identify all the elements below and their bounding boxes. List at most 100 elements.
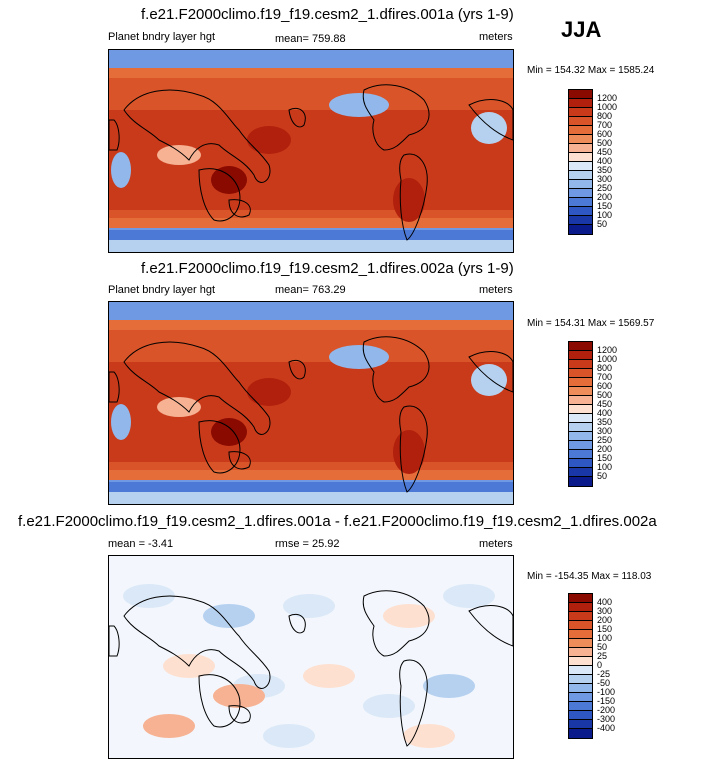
panel-3-minmax: Min = -154.35 Max = 118.03	[527, 571, 652, 582]
colorbar-box	[569, 621, 592, 630]
panel-1-mean-label: mean= 759.88	[275, 33, 346, 45]
colorbar-tick-label: 350	[597, 417, 613, 427]
colorbar-tick-label: 800	[597, 363, 613, 373]
colorbar-tick-label: 450	[597, 147, 613, 157]
colorbar-box	[569, 720, 592, 729]
colorbar-tick-label: 200	[597, 444, 613, 454]
colorbar-tick-label: 0	[597, 660, 603, 670]
panel-1-map	[108, 49, 514, 253]
colorbar-tick-label: 800	[597, 111, 613, 121]
colorbar-tick-label: 300	[597, 606, 613, 616]
panel-3-mean-label: mean = -3.41	[108, 538, 174, 550]
colorbar-tick-label: 150	[597, 201, 613, 211]
colorbar-box	[569, 108, 592, 117]
colorbar-box	[569, 90, 592, 99]
colorbar-box	[569, 594, 592, 603]
colorbar-box	[569, 414, 592, 423]
colorbar-box	[569, 153, 592, 162]
colorbar-tick-label: -300	[597, 714, 616, 724]
colorbar-box	[569, 216, 592, 225]
colorbar-tick-label: 350	[597, 165, 613, 175]
colorbar-box	[569, 711, 592, 720]
colorbar-box	[569, 207, 592, 216]
panel-2-units-label: meters	[479, 284, 513, 296]
colorbar-box	[569, 189, 592, 198]
colorbar-tick-label: 250	[597, 183, 613, 193]
colorbar-box	[569, 180, 592, 189]
panel-3-title: f.e21.F2000climo.f19_f19.cesm2_1.dfires.…	[18, 513, 657, 530]
colorbar-tick-label: 100	[597, 462, 613, 472]
colorbar-tick-label: 600	[597, 129, 613, 139]
colorbar-box	[569, 612, 592, 621]
colorbar-box	[569, 639, 592, 648]
colorbar-box	[569, 477, 592, 486]
panel-2-minmax: Min = 154.31 Max = 1569.57	[527, 318, 655, 329]
colorbar-box	[569, 162, 592, 171]
season-label: JJA	[561, 17, 602, 42]
colorbar-box	[569, 675, 592, 684]
colorbar-tick-label: 600	[597, 381, 613, 391]
colorbar-tick-label: 1200	[597, 93, 618, 103]
colorbar-tick-label: 400	[597, 597, 613, 607]
colorbar-box	[569, 405, 592, 414]
panel-2-variable-label: Planet bndry layer hgt	[108, 284, 216, 296]
colorbar-box	[569, 351, 592, 360]
panel-1-colorbar	[568, 89, 593, 235]
colorbar-tick-label: 50	[597, 219, 608, 229]
colorbar-box	[569, 468, 592, 477]
colorbar-box	[569, 171, 592, 180]
colorbar-box	[569, 369, 592, 378]
colorbar-box	[569, 648, 592, 657]
colorbar-tick-label: 500	[597, 390, 613, 400]
colorbar-box	[569, 441, 592, 450]
colorbar-box	[569, 684, 592, 693]
colorbar-box	[569, 135, 592, 144]
colorbar-tick-label: 250	[597, 435, 613, 445]
colorbar-tick-label: -50	[597, 678, 611, 688]
colorbar-tick-label: -200	[597, 705, 616, 715]
colorbar-tick-label: 700	[597, 372, 613, 382]
panel-2-colorbar	[568, 341, 593, 487]
colorbar-box	[569, 693, 592, 702]
colorbar-tick-label: -150	[597, 696, 616, 706]
colorbar-box	[569, 126, 592, 135]
colorbar-box	[569, 459, 592, 468]
colorbar-tick-label: -400	[597, 723, 616, 733]
colorbar-box	[569, 630, 592, 639]
panel-1-title: f.e21.F2000climo.f19_f19.cesm2_1.dfires.…	[141, 6, 514, 23]
colorbar-tick-label: 200	[597, 615, 613, 625]
colorbar-box	[569, 225, 592, 234]
colorbar-tick-label: 150	[597, 624, 613, 634]
colorbar-tick-label: 1000	[597, 354, 618, 364]
colorbar-box	[569, 99, 592, 108]
colorbar-tick-label: -100	[597, 687, 616, 697]
panel-2-map	[108, 301, 514, 505]
colorbar-tick-label: 200	[597, 192, 613, 202]
colorbar-box	[569, 144, 592, 153]
panel-3-map	[108, 555, 514, 759]
colorbar-box	[569, 657, 592, 666]
panel-1-minmax: Min = 154.32 Max = 1585.24	[527, 65, 655, 76]
colorbar-tick-label: 300	[597, 426, 613, 436]
colorbar-box	[569, 117, 592, 126]
colorbar-tick-label: 25	[597, 651, 608, 661]
panel-1-units-label: meters	[479, 31, 513, 43]
colorbar-tick-label: 400	[597, 408, 613, 418]
colorbar-box	[569, 387, 592, 396]
colorbar-tick-label: 1000	[597, 102, 618, 112]
colorbar-box	[569, 360, 592, 369]
colorbar-box	[569, 603, 592, 612]
panel-1-variable-label: Planet bndry layer hgt	[108, 31, 216, 43]
colorbar-tick-label: 300	[597, 174, 613, 184]
panel-2-title: f.e21.F2000climo.f19_f19.cesm2_1.dfires.…	[141, 260, 514, 277]
colorbar-box	[569, 729, 592, 738]
colorbar-tick-label: 1200	[597, 345, 618, 355]
colorbar-box	[569, 198, 592, 207]
colorbar-tick-label: 50	[597, 642, 608, 652]
colorbar-tick-label: 150	[597, 453, 613, 463]
colorbar-box	[569, 396, 592, 405]
colorbar-tick-label: 100	[597, 633, 613, 643]
colorbar-box	[569, 378, 592, 387]
colorbar-tick-label: 500	[597, 138, 613, 148]
colorbar-box	[569, 423, 592, 432]
